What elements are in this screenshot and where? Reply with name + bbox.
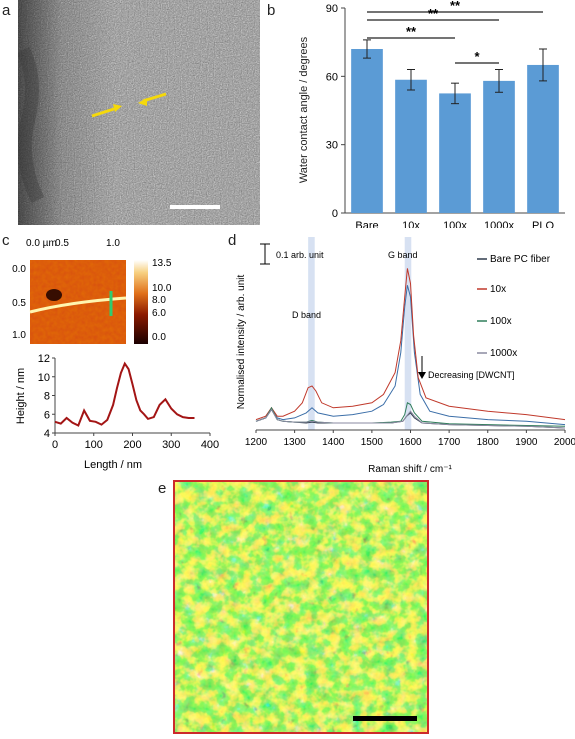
band-highlight: [404, 237, 412, 430]
map-border: [173, 480, 429, 734]
map-top-tick: 0.0 µm: [26, 238, 57, 249]
bar: [351, 49, 383, 213]
y-tick-label: 12: [38, 353, 50, 365]
x-tick-label: 1500: [361, 437, 384, 448]
scale-label: 0.1 arb. unit: [276, 250, 324, 260]
y-axis-label: Height / nm: [15, 368, 27, 424]
y-tick-label: 30: [326, 140, 338, 152]
significance-label: **: [450, 0, 461, 13]
bar: [395, 79, 427, 213]
x-tick-label: 1900: [515, 437, 538, 448]
x-tick-label: 200: [123, 439, 141, 451]
colorbar-tick: 10.0: [152, 283, 172, 294]
scale-bar: [353, 716, 417, 721]
legend-label: 10x: [490, 284, 506, 295]
height-profile-chart: Height / nm Length / nm 4 6 8 10 12 0 100 200 30…: [15, 353, 219, 471]
panel-label-b: b: [267, 2, 276, 19]
contact-map-image: [173, 480, 429, 734]
significance-label: **: [428, 6, 439, 21]
map-left-tick: 0.0: [12, 264, 26, 275]
bar: [527, 64, 559, 213]
spectrum-line: [255, 408, 566, 429]
map-top-tick: 0.5: [55, 238, 69, 249]
y-tick-label: 90: [326, 3, 338, 15]
y-tick-label: 60: [326, 71, 338, 83]
x-tick-label: PLO: [532, 220, 554, 228]
x-tick-label: 1200: [245, 437, 268, 448]
yellow-arrow-icon: [138, 92, 167, 106]
micrograph-image: [18, 0, 260, 225]
map-top-tick: 1.0: [106, 238, 120, 249]
bar: [483, 80, 515, 213]
spectrum-line: [255, 285, 566, 426]
x-tick-label: 1300: [284, 437, 307, 448]
x-tick-label: 0: [52, 439, 58, 451]
map-left-tick: 1.0: [12, 330, 26, 341]
panel-label-c: c: [2, 232, 10, 249]
x-tick-label: Bare: [355, 220, 378, 228]
significance-label: **: [406, 24, 417, 39]
y-tick-label: 8: [44, 391, 50, 403]
x-axis-label: Length / nm: [84, 459, 142, 471]
afm-image: [29, 260, 127, 344]
raman-spectra-chart: Normalised intensity / arb. unit Raman s…: [236, 237, 575, 475]
x-tick-label: 1000x: [484, 220, 514, 228]
down-arrow-icon: [418, 356, 426, 379]
y-tick-label: 0: [332, 208, 338, 220]
scale-indicator: [260, 243, 270, 265]
x-tick-label: 1700: [438, 437, 461, 448]
legend-label: 1000x: [490, 348, 517, 359]
x-tick-label: 1600: [399, 437, 422, 448]
map-left-tick: 0.5: [12, 298, 26, 309]
contact-angle-bar-chart: Water contact angle / degrees 0 30 60 90 Ba…: [298, 0, 565, 228]
x-axis-label: Raman shift / cm⁻¹: [368, 464, 452, 475]
x-tick-label: 1400: [322, 437, 345, 448]
colorbar: [134, 260, 148, 344]
scale-bar: [170, 205, 220, 209]
profile-line: [54, 361, 195, 427]
panel-label-a: a: [2, 2, 11, 19]
band-highlight: [308, 237, 315, 430]
y-axis-label: Water contact angle / degrees: [298, 36, 310, 183]
colorbar-tick: 6.0: [152, 308, 166, 319]
x-tick-label: 2000: [554, 437, 575, 448]
colorbar-tick: 0.0: [152, 332, 166, 343]
spectrum-line: [255, 268, 566, 421]
colorbar-tick: 13.5: [152, 258, 172, 269]
d-band-label: D band: [292, 310, 321, 320]
panel-label-e: e: [158, 480, 167, 497]
x-tick-label: 300: [162, 439, 180, 451]
x-tick-label: 100x: [443, 220, 467, 228]
colorbar-tick: 8.0: [152, 295, 166, 306]
x-tick-label: 10x: [402, 220, 420, 228]
afm-height-map: 0.0 µm 0.5 1.0 0.0 0.5 1.0 13.5 10.0 8.0…: [12, 238, 172, 344]
g-band-label: G band: [388, 250, 418, 260]
y-axis-label: Normalised intensity / arb. unit: [236, 275, 247, 410]
y-tick-label: 10: [38, 372, 50, 384]
x-tick-label: 1800: [477, 437, 500, 448]
decreasing-label: Decreasing [DWCNT]: [428, 370, 515, 380]
x-tick-label: 100: [85, 439, 103, 451]
significance-label: *: [474, 49, 480, 64]
legend-label: 100x: [490, 316, 512, 327]
legend-label: Bare PC fiber: [490, 254, 551, 265]
y-tick-label: 6: [44, 409, 50, 421]
yellow-arrow-icon: [91, 104, 122, 118]
bar: [439, 93, 471, 213]
x-tick-label: 400: [201, 439, 219, 451]
panel-label-d: d: [228, 232, 237, 249]
y-tick-label: 4: [44, 428, 50, 440]
